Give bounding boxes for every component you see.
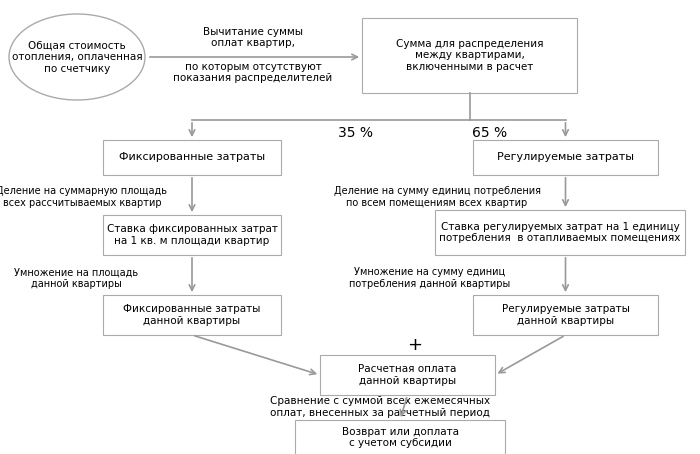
Text: Возврат или доплата
с учетом субсидии: Возврат или доплата с учетом субсидии [342, 427, 458, 448]
FancyBboxPatch shape [320, 355, 495, 395]
FancyBboxPatch shape [295, 420, 505, 454]
Text: Вычитание суммы
оплат квартир,

по которым отсутствуют
показания распределителей: Вычитание суммы оплат квартир, по которы… [174, 27, 332, 83]
Ellipse shape [9, 14, 145, 100]
Text: Ставка регулируемых затрат на 1 единицу
потребления  в отапливаемых помещениях: Ставка регулируемых затрат на 1 единицу … [440, 222, 680, 243]
Text: Регулируемые затраты
данной квартиры: Регулируемые затраты данной квартиры [502, 304, 629, 326]
Text: Умножение на сумму единиц
потребления данной квартиры: Умножение на сумму единиц потребления да… [349, 267, 510, 289]
Text: Деление на сумму единиц потребления
по всем помещениям всех квартир: Деление на сумму единиц потребления по в… [333, 186, 540, 208]
Text: Регулируемые затраты: Регулируемые затраты [497, 153, 634, 163]
Text: Расчетная оплата
данной квартиры: Расчетная оплата данной квартиры [358, 364, 456, 386]
Text: Умножение на площадь
данной квартиры: Умножение на площадь данной квартиры [14, 267, 138, 289]
FancyBboxPatch shape [435, 210, 685, 255]
Text: Ставка фиксированных затрат
на 1 кв. м площади квартир: Ставка фиксированных затрат на 1 кв. м п… [106, 224, 277, 246]
FancyBboxPatch shape [362, 18, 577, 93]
FancyBboxPatch shape [473, 140, 658, 175]
Text: Общая стоимость
отопления, оплаченная
по счетчику: Общая стоимость отопления, оплаченная по… [12, 40, 142, 74]
Text: Сравнение с суммой всех ежемесячных
оплат, внесенных за расчетный период: Сравнение с суммой всех ежемесячных опла… [270, 396, 490, 418]
Text: +: + [407, 336, 423, 354]
FancyBboxPatch shape [103, 140, 281, 175]
FancyBboxPatch shape [103, 215, 281, 255]
Text: Сумма для распределения
между квартирами,
включенными в расчет: Сумма для распределения между квартирами… [395, 39, 543, 72]
Text: 35 %: 35 % [337, 126, 372, 140]
Text: 65 %: 65 % [473, 126, 508, 140]
Text: Фиксированные затраты: Фиксированные затраты [119, 153, 265, 163]
Text: Деление на суммарную площадь
всех рассчитываемых квартир: Деление на суммарную площадь всех рассчи… [0, 186, 167, 208]
FancyBboxPatch shape [103, 295, 281, 335]
Text: Фиксированные затраты
данной квартиры: Фиксированные затраты данной квартиры [123, 304, 260, 326]
FancyBboxPatch shape [473, 295, 658, 335]
